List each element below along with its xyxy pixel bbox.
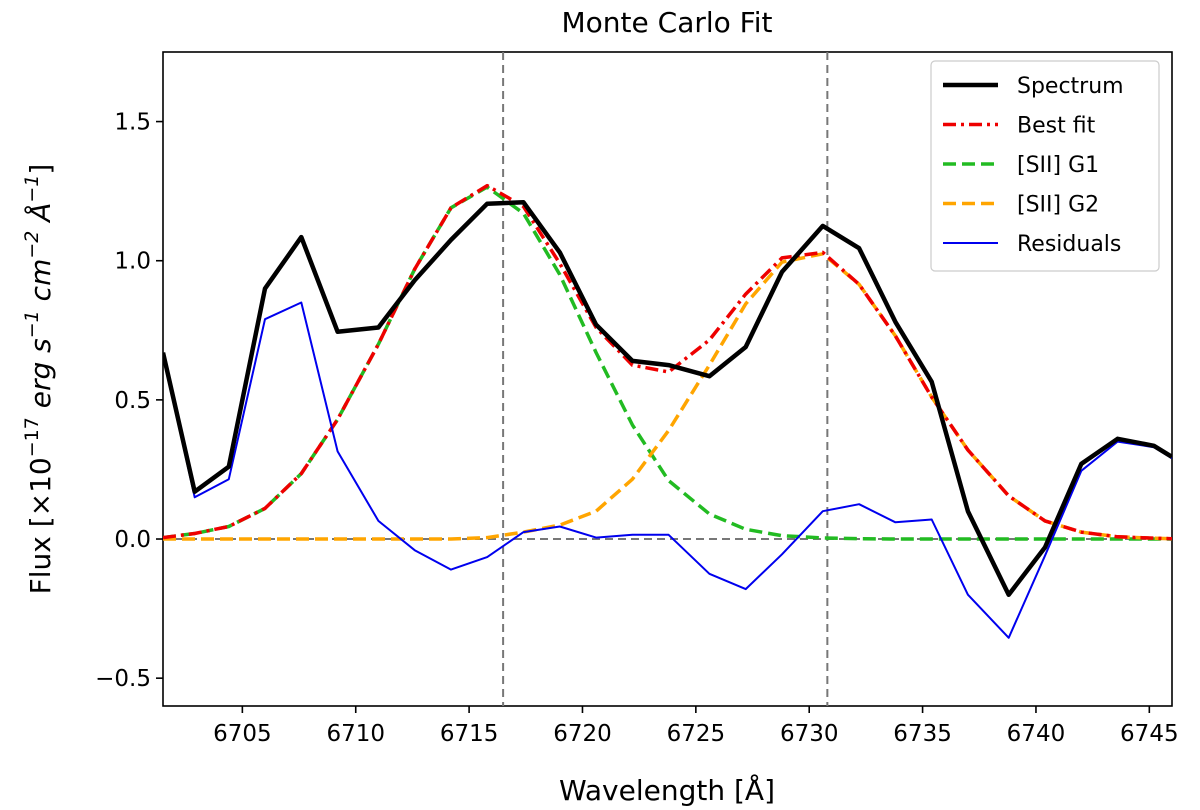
x-tick-label: 6745 [1120,721,1179,747]
legend-label: Spectrum [1017,74,1124,99]
plot-frame [162,51,1173,707]
series-line-sii-g2 [163,252,1172,541]
y-label-ang-exp: −1 [21,175,43,203]
legend-label: Residuals [1017,232,1121,257]
y-label-cm: cm [24,259,57,302]
legend-label: Best fit [1017,114,1096,139]
x-tick-label: 6725 [667,721,726,747]
legend-label: [SII] G1 [1017,153,1099,178]
y-tick-label: 0.5 [114,388,151,414]
y-label-s-exp: −1 [21,310,43,338]
plot-area [162,51,1173,707]
y-label-prefix: Flux [×10 [24,457,57,594]
x-tick-label: 6710 [326,721,385,747]
y-axis-ticks: −0.5 0.0 0.5 1.0 1.5 [95,110,163,692]
x-axis-ticks: 6705 6710 6715 6720 6725 6730 6735 6740 6745 [213,706,1179,747]
series-line-spectrum [163,200,1172,597]
chart-title: Monte Carlo Fit [562,6,773,39]
legend-label: [SII] G2 [1017,193,1099,218]
y-label-exp: −17 [21,417,43,457]
series-line-residuals [163,301,1172,639]
x-tick-label: 6730 [780,721,839,747]
x-tick-label: 6735 [893,721,952,747]
y-tick-label: 1.0 [114,249,151,275]
y-tick-label: 0.0 [114,527,151,553]
y-tick-label: 1.5 [114,110,151,136]
legend-box [930,60,1160,272]
y-label-erg: erg s [24,338,57,408]
y-axis-label: Flux [×10−17 erg s−1 cm−2 Å−1] [21,164,57,595]
y-label-cm-exp: −2 [21,231,43,259]
x-tick-label: 6705 [213,721,272,747]
y-tick-label: −0.5 [95,666,151,692]
x-axis-label: Wavelength [Å] [559,773,775,807]
series-lines [163,183,1172,639]
series-line-best-fit [163,183,1172,541]
legend: Spectrum Best fit [SII] G1 [SII] G2 Residual… [930,60,1160,272]
y-label-close: ] [24,164,57,175]
y-label-ang: Å [23,203,57,224]
x-tick-label: 6720 [553,721,612,747]
x-tick-label: 6715 [440,721,499,747]
x-tick-label: 6740 [1007,721,1066,747]
reference-lines [163,52,1172,706]
